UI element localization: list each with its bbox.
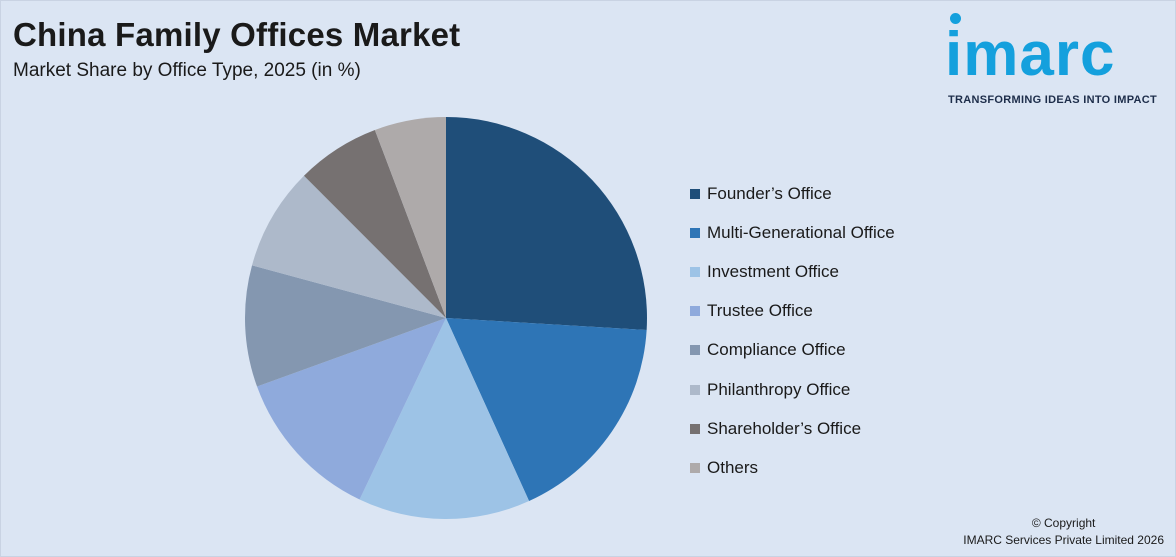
pie-slice-founder-s-office <box>446 117 647 331</box>
legend-label: Compliance Office <box>707 340 846 360</box>
chart-title: China Family Offices Market <box>13 16 461 53</box>
pie-slice-others <box>374 117 446 318</box>
legend-swatch <box>690 345 700 356</box>
legend-swatch <box>690 306 700 317</box>
legend-item: Founder’s Office <box>690 174 895 213</box>
copyright-line-2: IMARC Services Private Limited 2026 <box>963 533 1164 547</box>
legend-item: Shareholder’s Office <box>690 409 895 448</box>
legend-label: Trustee Office <box>707 301 813 321</box>
legend-swatch <box>690 462 700 473</box>
legend-label: Others <box>707 457 759 477</box>
legend-item: Compliance Office <box>690 331 895 370</box>
copyright-notice: © Copyright IMARC Services Private Limit… <box>963 515 1164 549</box>
legend-swatch <box>690 423 700 434</box>
legend-label: Multi-Generational Office <box>707 222 895 242</box>
logo-tagline: TRANSFORMING IDEAS INTO IMPACT <box>948 94 1158 106</box>
pie-slice-multi-generational-office <box>446 318 647 502</box>
chart-subtitle: Market Share by Office Type, 2025 (in %) <box>13 60 361 81</box>
legend-swatch <box>690 188 700 199</box>
legend-item: Investment Office <box>690 252 895 291</box>
pie-chart <box>244 117 647 519</box>
imarc-logo: imarc TRANSFORMING IDEAS INTO IMPACT <box>945 10 1170 110</box>
logo-wordmark: imarc <box>945 20 1116 89</box>
legend-label: Founder’s Office <box>707 183 832 203</box>
pie-slice-shareholder-s-office <box>303 130 446 318</box>
legend-swatch <box>690 266 700 277</box>
legend-swatch <box>690 384 700 395</box>
legend-item: Philanthropy Office <box>690 370 895 409</box>
legend-item: Others <box>690 448 895 487</box>
logo-dot-icon <box>950 13 961 24</box>
pie-slice-philanthropy-office <box>252 175 446 318</box>
legend-label: Investment Office <box>707 261 839 281</box>
pie-slice-investment-office <box>359 318 530 519</box>
pie-slice-trustee-office <box>257 318 446 500</box>
pie-slice-compliance-office <box>244 265 446 387</box>
legend-item: Multi-Generational Office <box>690 213 895 252</box>
legend-label: Shareholder’s Office <box>707 418 862 438</box>
copyright-line-1: © Copyright <box>1031 516 1096 530</box>
chart-legend: Founder’s Office Multi-Generational Offic… <box>690 174 895 488</box>
legend-item: Trustee Office <box>690 292 895 331</box>
legend-label: Philanthropy Office <box>707 379 851 399</box>
legend-swatch <box>690 227 700 238</box>
